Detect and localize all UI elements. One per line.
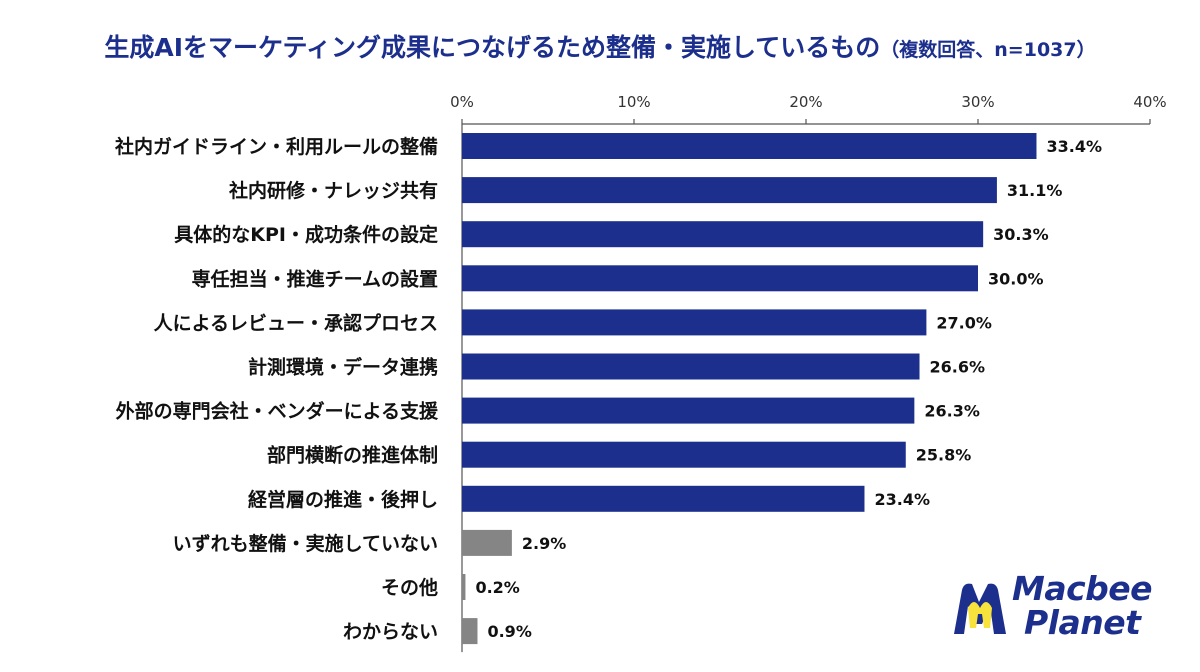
data-label: 33.4%: [1046, 137, 1102, 156]
logo-wordmark: Macbee Planet: [1012, 569, 1153, 642]
logo-line-1: Macbee: [1012, 569, 1153, 608]
category-label: その他: [381, 576, 438, 599]
data-label: 0.9%: [487, 622, 531, 641]
data-label: 27.0%: [936, 313, 992, 332]
data-label: 31.1%: [1007, 181, 1063, 200]
bars-group: [462, 133, 1037, 645]
value-labels: 33.4% 31.1% 30.3% 30.0% 27.0% 26.6% 26.3% 25.8%…: [475, 137, 1102, 641]
category-label: 部門横断の推進体制: [267, 444, 438, 467]
bar: [462, 265, 978, 292]
x-axis: 0% 10% 20% 30% 40%: [450, 93, 1167, 653]
bar: [462, 397, 915, 424]
category-label: わからない: [343, 621, 438, 643]
x-tick-label: 10%: [617, 93, 650, 111]
data-label: 23.4%: [874, 490, 930, 509]
macbee-planet-logo: Macbee Planet: [946, 570, 1186, 648]
data-label: 2.9%: [522, 534, 566, 553]
data-label: 26.3%: [924, 402, 980, 421]
data-label: 30.3%: [993, 225, 1049, 244]
category-label: いずれも整備・実施していない: [173, 532, 438, 555]
data-label: 30.0%: [988, 269, 1044, 288]
macbee-m-icon: [954, 583, 1006, 634]
category-label: 計測環境・データ連携: [248, 356, 438, 379]
bar: [462, 309, 927, 336]
category-label: 外部の専門会社・ベンダーによる支援: [116, 400, 439, 423]
category-label: 経営層の推進・後押し: [248, 488, 438, 511]
x-tick-label: 30%: [961, 93, 994, 111]
bar: [462, 177, 997, 204]
x-tick-label: 20%: [789, 93, 822, 111]
x-tick-label: 40%: [1133, 93, 1166, 111]
chart-title-main: 生成AIをマーケティング成果につなげるため整備・実施しているもの: [104, 33, 881, 62]
bar: [462, 221, 984, 248]
data-label: 0.2%: [475, 578, 519, 597]
bar: [462, 529, 512, 556]
bar: [462, 353, 920, 380]
category-label: 具体的なKPI・成功条件の設定: [174, 223, 438, 246]
category-label: 社内研修・ナレッジ共有: [228, 179, 438, 202]
category-labels: 社内ガイドライン・利用ルールの整備社内研修・ナレッジ共有具体的なKPI・成功条件…: [114, 135, 439, 643]
bar: [462, 133, 1037, 159]
logo-line-2: Planet: [1024, 603, 1141, 642]
data-label: 26.6%: [930, 358, 986, 377]
chart-title: 生成AIをマーケティング成果につなげるため整備・実施しているもの（複数回答、n=…: [0, 28, 1200, 64]
data-label: 25.8%: [916, 446, 972, 465]
bar: [462, 441, 906, 468]
category-label: 社内ガイドライン・利用ルールの整備: [114, 135, 438, 158]
bar: [462, 485, 865, 512]
bar: [462, 574, 466, 600]
bar: [462, 618, 478, 645]
chart-subtitle: （複数回答、n=1037）: [880, 39, 1096, 61]
category-label: 人によるレビュー・承認プロセス: [154, 311, 438, 334]
category-label: 専任担当・推進チームの設置: [192, 267, 438, 290]
x-tick-label: 0%: [450, 93, 474, 111]
